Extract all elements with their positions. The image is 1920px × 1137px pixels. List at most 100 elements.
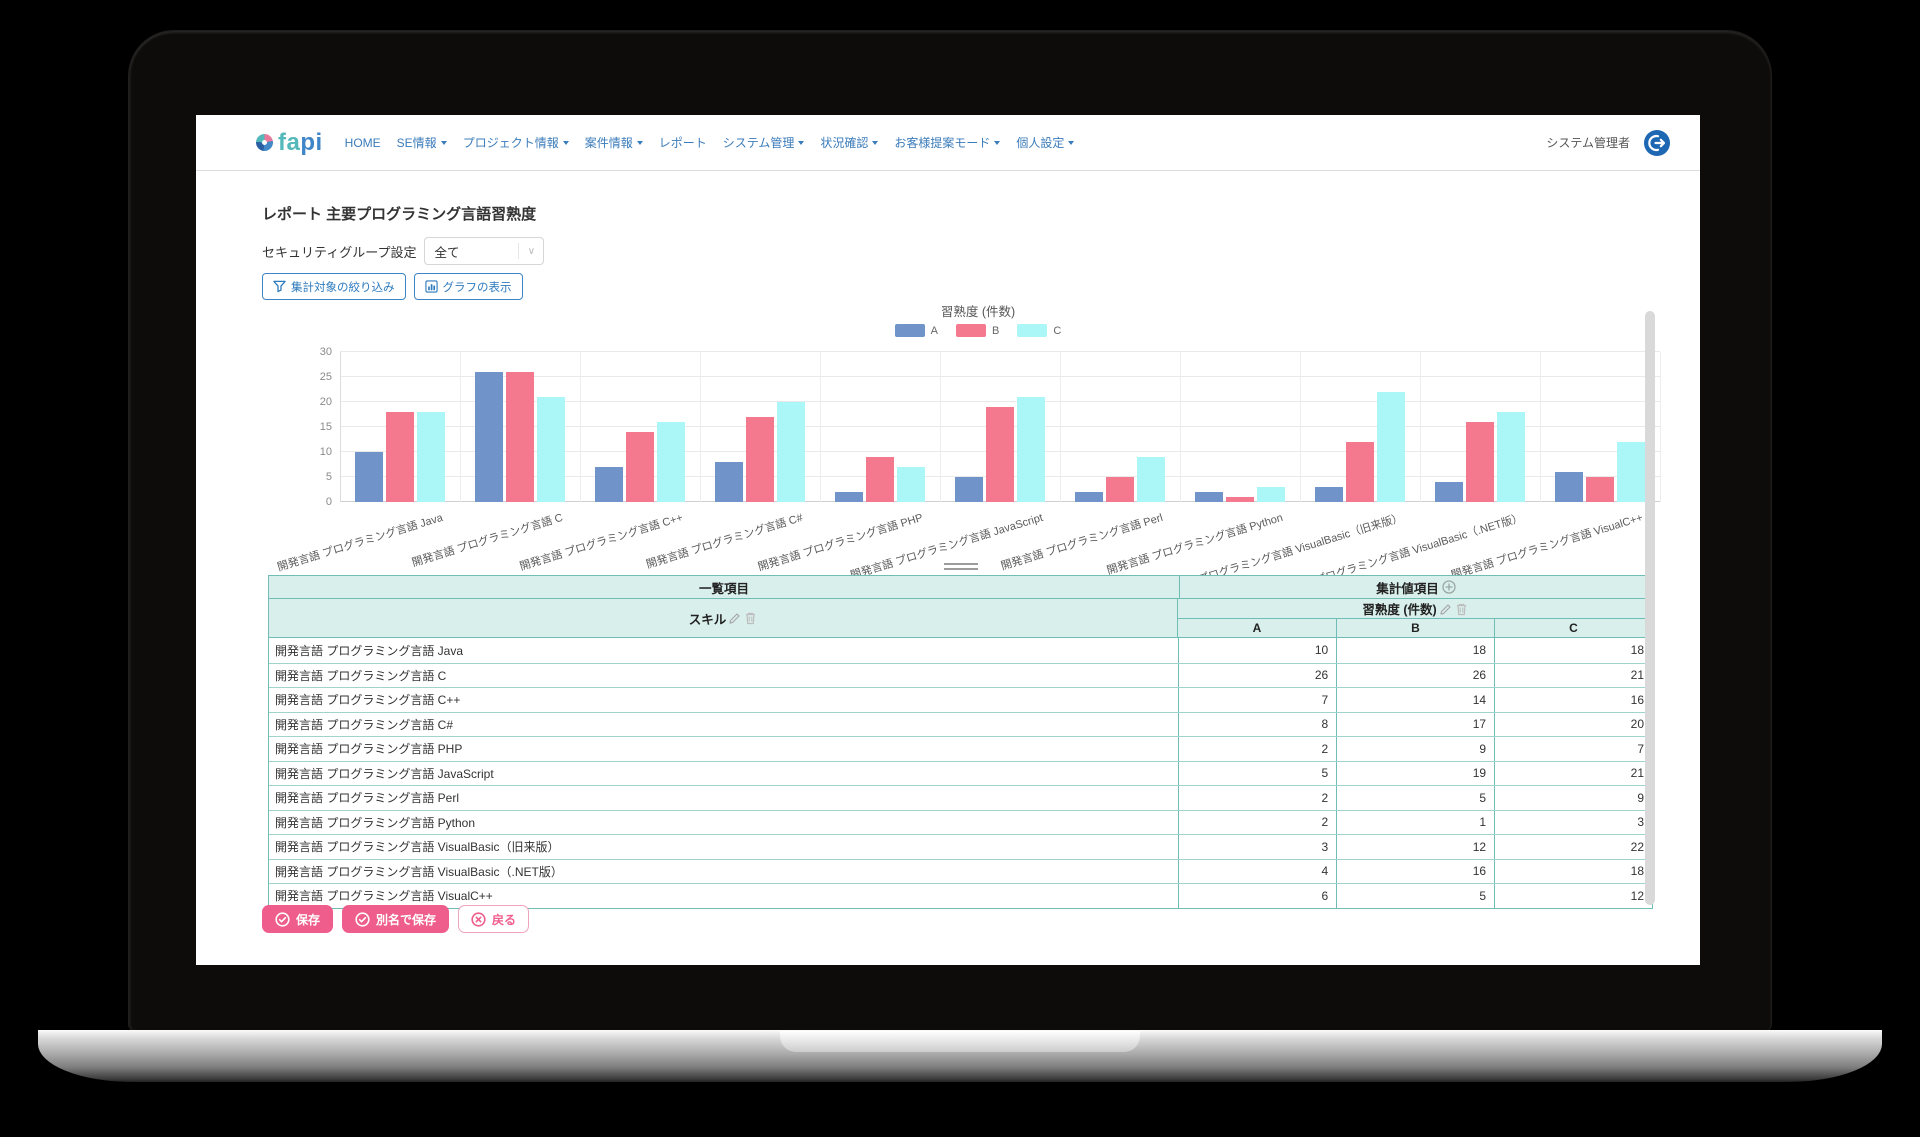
app-logo[interactable]: fapi — [256, 128, 323, 156]
bar-C — [1137, 457, 1165, 502]
bar-group — [700, 352, 820, 502]
value-cell-C: 12 — [1494, 884, 1652, 908]
value-cell-A: 4 — [1178, 859, 1336, 883]
legend-item-C[interactable]: C — [1017, 324, 1061, 337]
value-cell-C: 20 — [1494, 712, 1652, 736]
nav-item-5[interactable]: システム管理 — [723, 134, 805, 151]
edit-pencil-icon[interactable] — [1439, 602, 1453, 616]
graph-button-label: グラフの表示 — [442, 281, 512, 294]
bar-C — [1617, 442, 1645, 502]
skill-cell: 開発言語 プログラミング言語 C# — [275, 717, 454, 732]
footer-actions: 保存 別名で保存 戻る — [262, 905, 530, 933]
skill-cell: 開発言語 プログラミング言語 VisualBasic（.NET版） — [275, 864, 563, 879]
nav-item-3[interactable]: 案件情報 — [585, 134, 643, 151]
edit-pencil-icon[interactable] — [728, 611, 742, 625]
splitter-handle[interactable] — [268, 563, 1653, 573]
value-cell-A: 7 — [1178, 688, 1336, 712]
delete-trash-icon[interactable] — [1455, 602, 1468, 616]
bar-C — [777, 402, 805, 502]
logout-icon[interactable] — [1644, 129, 1670, 156]
legend-item-A[interactable]: A — [894, 324, 939, 337]
table-sub-header: スキル 習熟度 (件数) — [269, 599, 1652, 638]
y-axis-tick: 20 — [319, 396, 332, 408]
security-group-label: セキュリティグループ設定 — [262, 244, 417, 260]
nav-item-7[interactable]: お客様提案モード — [894, 134, 1001, 151]
gridline-vertical — [820, 352, 821, 502]
table-row: 開発言語 プログラミング言語 Java 10 18 18 — [269, 638, 1652, 663]
nav-item-4[interactable]: レポート — [658, 136, 707, 150]
value-cell-A: 2 — [1178, 810, 1336, 834]
value-column-header-C: C — [1494, 619, 1652, 637]
value-cell-A: 3 — [1178, 835, 1336, 859]
save-button[interactable]: 保存 — [262, 905, 334, 933]
nav-item-6[interactable]: 状況確認 — [820, 134, 879, 151]
value-cell-C: 16 — [1494, 688, 1652, 712]
bar-group — [1060, 352, 1180, 502]
laptop-notch — [780, 1031, 1140, 1052]
value-column-header-B: B — [1336, 619, 1494, 637]
bar-B — [1226, 497, 1254, 502]
bar-group — [940, 352, 1060, 502]
security-group-select[interactable]: 全て ∨ — [424, 237, 545, 265]
filter-button[interactable]: 集計対象の絞り込み — [262, 273, 406, 300]
bar-group — [460, 352, 580, 502]
nav-item-0[interactable]: HOME — [344, 135, 381, 150]
value-cell-B: 5 — [1336, 786, 1494, 810]
navbar: fapi HOME SE情報 プロジェクト情報 案件情報 レポート システム管理 状況確認お… — [196, 115, 1700, 171]
value-cell-B: 16 — [1336, 859, 1494, 883]
chart-plot: 0 5 10 15 20 25 30 — [320, 346, 1661, 508]
chart-legend: A B C — [296, 324, 1660, 337]
bar-B — [1466, 422, 1494, 502]
bar-B — [1346, 442, 1374, 502]
gridline — [340, 401, 1660, 402]
skill-cell: 開発言語 プログラミング言語 Java — [275, 643, 464, 658]
gridline-vertical — [940, 352, 941, 502]
table-row: 開発言語 プログラミング言語 C 26 26 21 — [269, 662, 1652, 687]
nav-item-1[interactable]: SE情報 — [397, 134, 447, 151]
add-circle-icon[interactable] — [1442, 580, 1456, 594]
logo-text: fapi — [278, 128, 323, 156]
bar-A — [1195, 492, 1223, 502]
legend-label: A — [930, 324, 939, 337]
back-button[interactable]: 戻る — [458, 905, 530, 933]
laptop-base — [38, 1030, 1882, 1082]
save-as-button[interactable]: 別名で保存 — [342, 905, 450, 933]
page-title: レポート 主要プログラミング言語習熟度 — [262, 206, 537, 223]
value-cell-B: 5 — [1336, 884, 1494, 908]
value-cell-A: 6 — [1178, 884, 1336, 908]
value-cell-C: 21 — [1494, 761, 1652, 785]
app-screen: fapi HOME SE情報 プロジェクト情報 案件情報 レポート システム管理 状況確認お… — [196, 115, 1700, 965]
gridline-vertical — [340, 352, 341, 502]
delete-trash-icon[interactable] — [744, 611, 757, 625]
toolbar: 集計対象の絞り込み グラフの表示 — [262, 273, 523, 300]
chart-title: 習熟度 (件数) — [940, 305, 1016, 319]
check-circle-icon — [355, 911, 370, 927]
gridline-vertical — [1660, 352, 1661, 502]
table-row: 開発言語 プログラミング言語 VisualC++ 6 5 12 — [269, 883, 1652, 908]
value-cell-B: 19 — [1336, 761, 1494, 785]
user-name: システム管理者 — [1546, 136, 1630, 150]
bar-C — [897, 467, 925, 502]
graph-button[interactable]: グラフの表示 — [413, 273, 523, 300]
value-cell-A: 2 — [1178, 737, 1336, 761]
legend-item-B[interactable]: B — [956, 324, 999, 337]
scrollbar-thumb[interactable] — [1645, 311, 1655, 905]
y-axis-tick: 15 — [319, 421, 332, 433]
report-table: 一覧項目 集計値項目 スキル — [268, 575, 1653, 909]
select-value: 全て — [434, 245, 460, 260]
bar-B — [386, 412, 414, 502]
y-axis-tick: 0 — [325, 496, 332, 508]
nav-item-2[interactable]: プロジェクト情報 — [463, 134, 569, 151]
bar-group — [1300, 352, 1420, 502]
bar-group — [340, 352, 460, 502]
bar-A — [955, 477, 983, 502]
table-row: 開発言語 プログラミング言語 C++ 7 14 16 — [269, 687, 1652, 712]
value-cell-C: 7 — [1494, 737, 1652, 761]
funnel-icon — [273, 280, 286, 293]
table-group-header: 一覧項目 集計値項目 — [269, 576, 1652, 599]
value-cell-B: 26 — [1336, 663, 1494, 687]
bar-C — [537, 397, 565, 502]
bar-C — [1377, 392, 1405, 502]
nav-item-8[interactable]: 個人設定 — [1016, 134, 1075, 151]
table-row: 開発言語 プログラミング言語 VisualBasic（旧来版） 3 12 22 — [269, 834, 1652, 859]
